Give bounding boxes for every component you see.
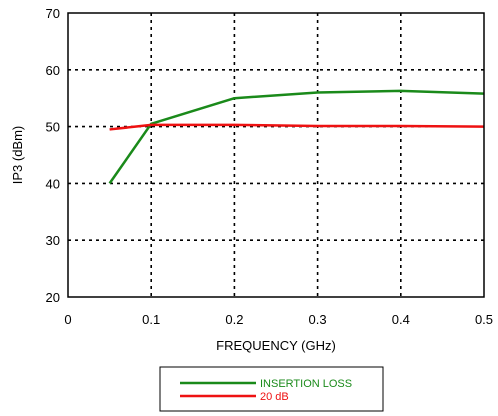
- x-tick-label: 0.2: [225, 312, 243, 327]
- grid: [68, 13, 484, 297]
- y-tick-label: 30: [46, 233, 60, 248]
- y-tick-label: 20: [46, 290, 60, 305]
- x-tick-label: 0.5: [475, 312, 493, 327]
- y-tick-label: 60: [46, 63, 60, 78]
- x-axis-title: FREQUENCY (GHz): [216, 338, 336, 353]
- series-line-0: [108, 89, 485, 185]
- legend-box: [159, 366, 384, 412]
- x-tick-label: 0.1: [142, 312, 160, 327]
- legend-label-1: 20 dB: [260, 391, 289, 403]
- y-tick-label: 50: [46, 120, 60, 135]
- x-tick-label: 0: [64, 312, 71, 327]
- y-axis-title: IP3 (dBm): [10, 126, 25, 185]
- legend-label-0: INSERTION LOSS: [260, 378, 352, 390]
- y-tick-label: 40: [46, 176, 60, 191]
- x-tick-label: 0.3: [309, 312, 327, 327]
- y-tick-labels: 20 30 40 50 60 70: [46, 6, 60, 305]
- series-line-1: [109, 123, 485, 131]
- plot-frame: [67, 12, 485, 298]
- y-tick-label: 70: [46, 6, 60, 21]
- x-tick-label: 0.4: [392, 312, 410, 327]
- series-lines: [108, 89, 485, 185]
- x-tick-labels: 0 0.1 0.2 0.3 0.4 0.5: [64, 312, 493, 327]
